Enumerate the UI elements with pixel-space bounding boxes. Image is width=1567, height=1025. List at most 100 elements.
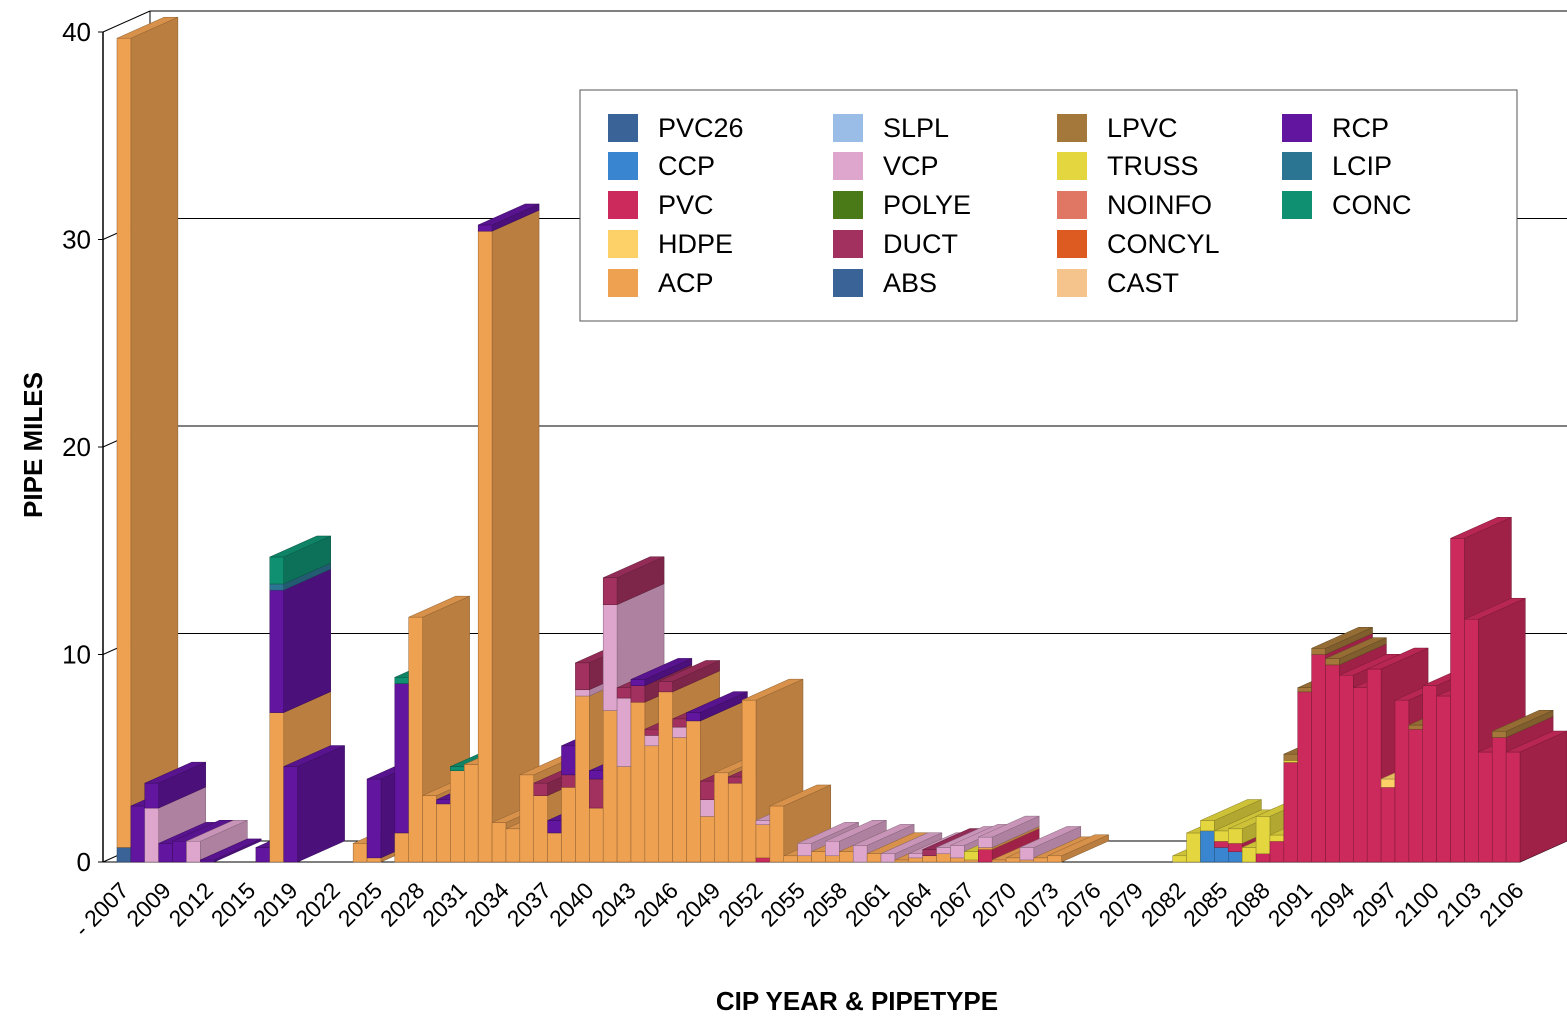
x-tick-label: 2088 [1220,877,1275,932]
bar-segment-pvc [1478,751,1493,863]
bar-top [200,838,262,861]
bar-segment-rcp [172,841,187,863]
legend-swatch [608,191,638,219]
bar-segment-pvc [1366,668,1382,863]
bar-segment-acp [561,787,576,863]
bar-segment-acp [450,770,465,863]
legend-label: CAST [1107,268,1179,298]
bar-segment-acp [839,851,854,863]
x-tick-label: 2061 [840,877,895,932]
bar-segment-conc [450,766,465,771]
bar-segment-acp [408,616,423,863]
bar-segment-pvc [1283,762,1298,863]
legend-item: DUCT [833,229,958,259]
bar-segment-rcp [394,683,409,834]
bar-segment-vcp [575,689,590,697]
legend-box [579,89,1518,322]
bars-layer [116,16,1567,863]
bar-segment-acp [464,764,479,863]
bar-segment-vcp [602,604,618,711]
bar-segment-truss [1269,834,1285,842]
bar-segment-rcp [686,712,701,722]
legend-item: ABS [833,268,937,298]
bar-segment-truss [1241,847,1257,863]
bar-segment-acp [950,857,965,863]
bar-segment-pvc [1269,841,1285,863]
legend-swatch [608,114,638,142]
bar-segment-pvc [1339,675,1354,863]
bar-segment-acp [825,855,840,863]
x-tick-label: 2022 [290,877,345,932]
bar-segment-acp [352,843,368,863]
bar-segment-vcp [936,847,951,854]
x-tick-label: 2028 [375,877,430,932]
bar-segment-vcp [672,726,687,738]
bar-segment-vcp [644,735,660,747]
bar-segment-vcp [1019,847,1035,861]
legend-label: POLYE [883,190,971,220]
bar-segment-duct [630,685,646,703]
bar-segment-pvc [1214,841,1229,848]
legend-label: TRUSS [1107,151,1199,181]
bar-segment-vcp [616,697,632,767]
bar-side [283,568,331,713]
x-tick-label: 2046 [629,877,684,932]
bar-segment-acp [422,795,437,863]
bar-segment-acp [1047,855,1062,863]
legend-swatch [833,152,863,180]
legend-label: VCP [883,151,939,181]
legend-item: PVC26 [608,113,744,143]
bar-segment-truss [1255,816,1271,854]
legend-item: CAST [1057,268,1179,298]
x-tick-label: 2103 [1432,877,1487,932]
legend-swatch [1057,230,1087,258]
bar-segment-duct [644,728,660,736]
bar-segment-vcp [700,799,715,817]
bar-segment-duct [602,577,618,605]
bar-side [491,209,540,863]
bar-segment-acp [630,701,646,863]
y-axis-label: PIPE MILES [18,372,48,518]
legend-item: CONCYL [1057,229,1220,259]
bar-segment-truss [1228,828,1243,844]
bar-segment-acp [783,855,798,863]
bar-segment-duct [589,778,604,809]
bar-segment-rcp [436,799,451,805]
bar-segment-acp [533,795,548,863]
x-tick-label: 2031 [417,877,472,932]
bar-segment-vcp [950,845,965,859]
legend-swatch [1282,152,1312,180]
bar-segment-acp [505,828,521,863]
bar-top [825,820,887,842]
bar-top [978,815,1040,838]
bar-top [269,535,331,558]
bar-segment-vcp [755,820,771,825]
bar-segment-rcp [283,766,298,863]
bar-top [686,691,748,713]
bar-segment-rcp [561,745,576,776]
legend-label: SLPL [883,113,949,143]
legend: PVC26 CCP PVC HDPE ACP SLPL VCP POLYE DUCT ABS LPV… [579,89,1518,322]
bar-segment-acp [519,774,534,863]
bar-segment-pvc [1380,787,1396,863]
bar-top [186,820,248,842]
bar-segment-lpvc [1311,648,1326,655]
legend-label: DUCT [883,229,958,259]
bar-top [1464,597,1526,620]
bar-segment-vcp [797,843,812,857]
bar-side [1519,730,1567,863]
bar-segment-duct [575,662,590,691]
bar-segment-acp [116,37,132,848]
bar-segment-acp [672,737,687,863]
legend-label: LPVC [1107,113,1178,143]
gridline-side [102,10,151,33]
bar-segment-acp [727,782,743,863]
bar-segment-pvc [1505,751,1521,863]
bar-segment-pvc [755,857,771,863]
bar-segment-acp [977,847,993,850]
x-tick-label: 2034 [459,877,514,932]
bar-segment-acp [894,859,910,863]
bar-segment-acp [269,712,284,863]
bar-segment-ccp [1200,830,1215,863]
